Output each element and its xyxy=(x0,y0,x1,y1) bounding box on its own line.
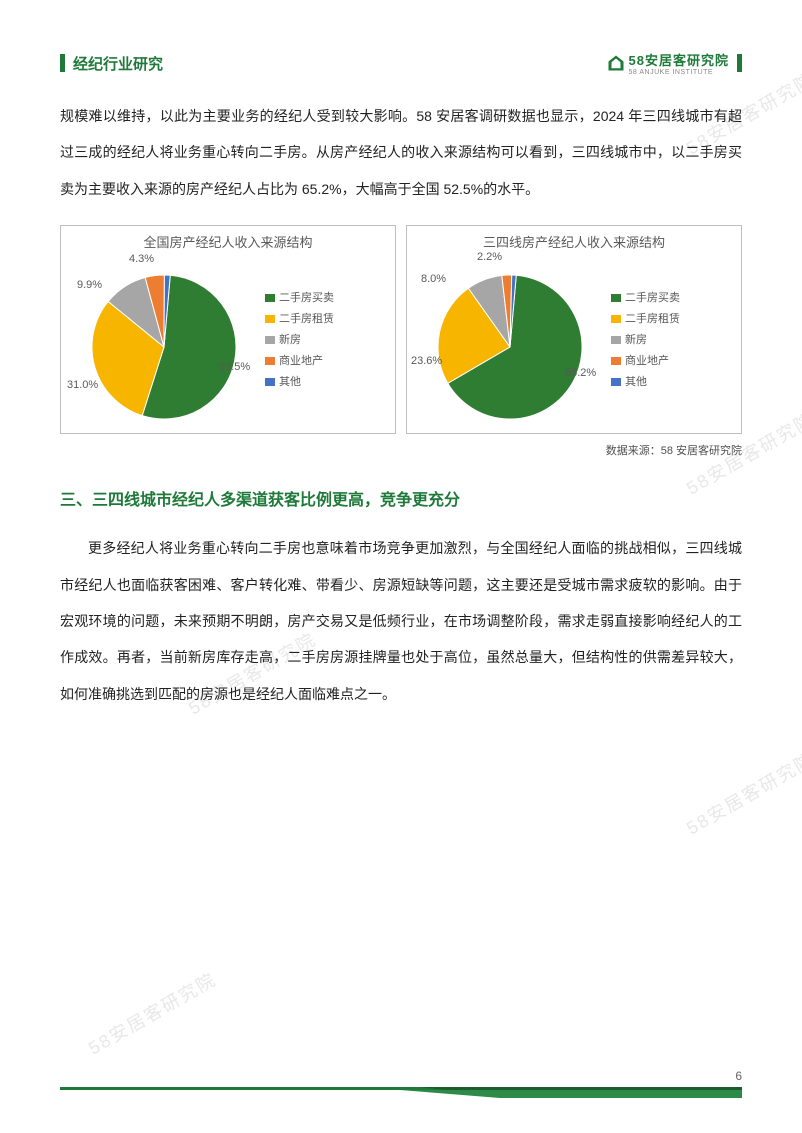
legend-item: 二手房租赁 xyxy=(265,309,334,330)
pie-label: 4.3% xyxy=(129,253,154,265)
legend-label: 其他 xyxy=(279,372,301,393)
legend-item: 二手房租赁 xyxy=(611,309,680,330)
legend-swatch xyxy=(265,315,275,323)
pie-svg xyxy=(79,265,249,425)
pie-label: 2.2% xyxy=(477,251,502,263)
legend-swatch xyxy=(265,357,275,365)
legend-item: 商业地产 xyxy=(611,351,680,372)
brand-logo: 58安居客研究院 58 ANJUKE INSTITUTE xyxy=(607,50,742,76)
legend-item: 二手房买卖 xyxy=(611,288,680,309)
legend-swatch xyxy=(611,378,621,386)
footer-decoration xyxy=(60,1078,742,1103)
page-header: 经纪行业研究 58安居客研究院 58 ANJUKE INSTITUTE xyxy=(60,50,742,76)
pie-chart-national: 53.5% 31.0% 9.9% 4.3% xyxy=(69,255,259,425)
chart-title: 三四线房产经纪人收入来源结构 xyxy=(415,232,733,251)
legend-swatch xyxy=(265,378,275,386)
paragraph-1: 规模难以维持，以此为主要业务的经纪人受到较大影响。58 安居客调研数据也显示，2… xyxy=(60,98,742,207)
legend-label: 新房 xyxy=(625,330,647,351)
legend-item: 新房 xyxy=(611,330,680,351)
legend-item: 新房 xyxy=(265,330,334,351)
legend-label: 商业地产 xyxy=(279,351,323,372)
legend-item: 二手房买卖 xyxy=(265,288,334,309)
chart-box-national: 全国房产经纪人收入来源结构 53.5% 31.0% 9.9% 4.3% 二手房买卖二手… xyxy=(60,225,396,434)
header-right-bar xyxy=(737,54,742,72)
section-heading: 三、三四线城市经纪人多渠道获客比例更高，竞争更充分 xyxy=(60,486,742,510)
logo-subtext: 58 ANJUKE INSTITUTE xyxy=(629,69,729,76)
legend-label: 其他 xyxy=(625,372,647,393)
legend-label: 二手房买卖 xyxy=(625,288,680,309)
pie-label: 23.6% xyxy=(411,355,442,367)
pie-label: 31.0% xyxy=(67,379,98,391)
pie-label: 53.5% xyxy=(219,361,250,373)
legend-swatch xyxy=(611,336,621,344)
chart-legend: 二手房买卖二手房租赁新房商业地产其他 xyxy=(611,288,680,392)
paragraph-2: 更多经纪人将业务重心转向二手房也意味着市场竞争更加激烈，与全国经纪人面临的挑战相… xyxy=(60,530,742,712)
logo-icon xyxy=(607,54,625,72)
legend-label: 二手房租赁 xyxy=(279,309,334,330)
legend-swatch xyxy=(611,294,621,302)
legend-swatch xyxy=(265,336,275,344)
data-source: 数据来源：58 安居客研究院 xyxy=(60,442,742,458)
chart-box-tier34: 三四线房产经纪人收入来源结构 65.2%23.6%8.0%2.2% 二手房买卖二… xyxy=(406,225,742,434)
header-title-wrap: 经纪行业研究 xyxy=(60,53,163,74)
pie-chart-tier34: 65.2%23.6%8.0%2.2% xyxy=(415,255,605,425)
legend-label: 二手房租赁 xyxy=(625,309,680,330)
legend-item: 其他 xyxy=(265,372,334,393)
legend-item: 商业地产 xyxy=(265,351,334,372)
pie-svg xyxy=(425,265,595,425)
logo-text: 58安居客研究院 xyxy=(629,50,729,69)
legend-label: 商业地产 xyxy=(625,351,669,372)
charts-row: 全国房产经纪人收入来源结构 53.5%31.0%9.9%4.3% 二手房买卖二手… xyxy=(60,225,742,434)
legend-swatch xyxy=(265,294,275,302)
legend-label: 二手房买卖 xyxy=(279,288,334,309)
header-accent-bar xyxy=(60,54,65,72)
chart-title: 全国房产经纪人收入来源结构 xyxy=(69,232,387,251)
watermark: 58安居客研究院 xyxy=(681,746,802,841)
chart-legend: 二手房买卖二手房租赁新房商业地产其他 xyxy=(265,288,334,392)
pie-label: 65.2% xyxy=(565,367,596,379)
legend-label: 新房 xyxy=(279,330,301,351)
pie-label: 8.0% xyxy=(421,273,446,285)
watermark: 58安居客研究院 xyxy=(83,966,221,1061)
legend-swatch xyxy=(611,357,621,365)
header-title: 经纪行业研究 xyxy=(73,53,163,74)
legend-swatch xyxy=(611,315,621,323)
pie-label: 9.9% xyxy=(77,279,102,291)
legend-item: 其他 xyxy=(611,372,680,393)
